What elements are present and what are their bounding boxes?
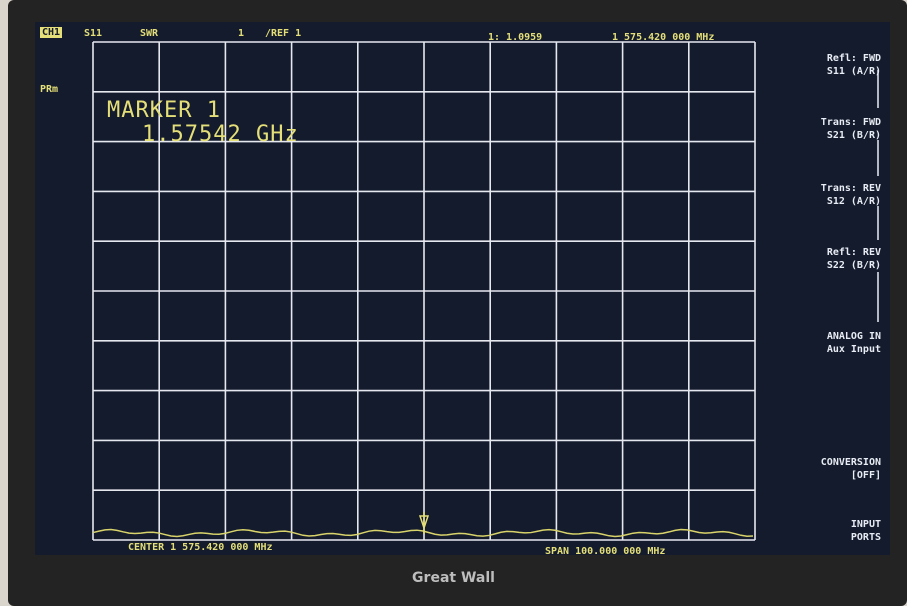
softkey-label[interactable]: Aux Input (826, 344, 881, 355)
softkey-label[interactable]: Refl: REV (826, 247, 881, 258)
parameter: S11 (84, 28, 103, 39)
reference: /REF 1 (265, 28, 302, 39)
softkey-label[interactable]: INPUT (850, 519, 881, 530)
softkey-label[interactable]: S22 (B/R) (826, 260, 881, 271)
softkey-label[interactable]: PORTS (850, 532, 881, 543)
softkey-label[interactable]: [OFF] (850, 470, 881, 481)
format: SWR (140, 28, 159, 39)
softkey-label[interactable]: CONVERSION (820, 457, 881, 468)
brand: Great Wall (412, 570, 495, 586)
marker-symbol (418, 512, 430, 534)
softkey-label[interactable]: S11 (A/R) (826, 66, 881, 77)
softkey-label[interactable]: S12 (A/R) (826, 196, 881, 207)
softkey-label[interactable]: Trans: FWD (820, 117, 881, 128)
softkey-label[interactable]: Refl: FWD (826, 53, 881, 64)
marker-readout: 1: 1.0959 (488, 32, 543, 43)
marker-title: MARKER 1 (107, 98, 221, 123)
channel: CH1 (40, 27, 63, 38)
side-label: PRm (40, 84, 59, 95)
marker-frequency: 1 575.420 000 MHz (612, 32, 715, 43)
scale: 1 (238, 28, 245, 39)
softkey-label[interactable]: S21 (B/R) (826, 130, 881, 141)
trace (92, 528, 754, 538)
screen (35, 22, 890, 555)
softkey-label[interactable]: ANALOG IN (826, 331, 881, 342)
softkey-label[interactable]: Trans: REV (820, 183, 881, 194)
span: SPAN 100.000 000 MHz (545, 546, 666, 557)
center-frequency: CENTER 1 575.420 000 MHz (128, 542, 273, 553)
marker-frequency-large: 1.57542 GHz (142, 122, 299, 147)
